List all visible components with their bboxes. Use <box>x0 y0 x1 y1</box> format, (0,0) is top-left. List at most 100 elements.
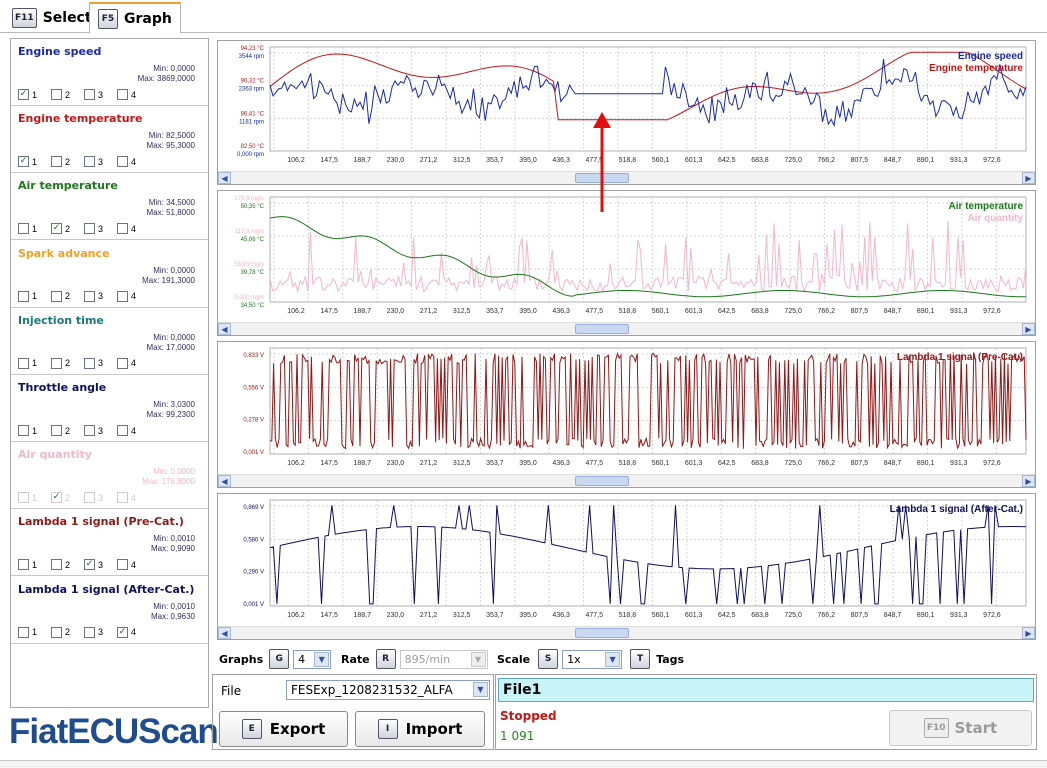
channel-checkbox[interactable]: 4 <box>117 290 150 302</box>
checkbox-box[interactable] <box>117 357 128 369</box>
checkbox-box[interactable] <box>117 156 128 168</box>
tags-key[interactable]: T <box>630 649 651 669</box>
scroll-right-icon[interactable]: ▶ <box>1022 627 1035 639</box>
channel-checkbox[interactable]: 4 <box>117 89 150 100</box>
scroll-left-icon[interactable]: ◀ <box>218 323 231 335</box>
channel-checkbox[interactable]: 2 <box>51 290 84 302</box>
checkbox-box[interactable] <box>84 156 95 168</box>
chevron-down-icon[interactable]: ▼ <box>605 651 621 667</box>
checkbox-box[interactable] <box>117 290 128 302</box>
horizontal-scrollbar[interactable]: ◀ ▶ <box>218 322 1035 335</box>
channel-checkbox[interactable]: 1 <box>18 357 51 369</box>
checkbox-box[interactable] <box>18 357 29 369</box>
checkbox-box[interactable]: ✓ <box>117 626 128 638</box>
checkbox-box[interactable] <box>117 492 128 504</box>
graph-panel-2[interactable]: 176,8 mg/s 50,35 °C 117,8 mg/s 45,06 °C 58,9… <box>217 190 1036 336</box>
checkbox-box[interactable] <box>18 425 29 436</box>
checkbox-box[interactable] <box>18 290 29 302</box>
checkbox-box[interactable] <box>84 357 95 369</box>
channel-checkbox[interactable]: ✓ 2 <box>51 492 84 504</box>
checkbox-box[interactable] <box>117 425 128 436</box>
channel-checkbox[interactable]: 3 <box>84 89 117 100</box>
channel-checkbox[interactable]: 1 <box>18 425 51 436</box>
graph-panel-1[interactable]: 94,23 °C 3544 rpm 90,32 °C 2363 rpm 86,41 °C… <box>217 40 1036 185</box>
channel-checkbox[interactable]: 3 <box>84 492 117 504</box>
scale-select[interactable]: 1x ▼ <box>562 649 623 669</box>
checkbox-box[interactable] <box>51 357 62 369</box>
graph-panel-3[interactable]: 0,833 V 0,556 V 0,278 V 0,001 V 106,2 147,5 18… <box>217 341 1036 488</box>
channel-checkbox[interactable]: 2 <box>51 626 84 638</box>
channel-checkbox[interactable]: ✓ 3 <box>84 559 117 571</box>
checkbox-box[interactable] <box>84 425 95 436</box>
checkbox-box[interactable] <box>51 156 62 168</box>
horizontal-scrollbar[interactable]: ◀ ▶ <box>218 626 1035 639</box>
checkbox-box[interactable] <box>117 559 128 571</box>
tab-graph[interactable]: F5 Graph <box>89 2 181 34</box>
channel-checkbox[interactable]: 4 <box>117 559 150 571</box>
file-select[interactable]: FESExp_1208231532_ALFA ▼ <box>286 680 490 700</box>
channel-checkbox[interactable]: 3 <box>84 357 117 369</box>
channel-checkbox[interactable]: 2 <box>51 156 84 168</box>
tab-select[interactable]: F11 Select <box>4 2 100 33</box>
channel-checkbox[interactable]: ✓ 4 <box>117 626 150 638</box>
channel-checkbox[interactable]: ✓ 1 <box>18 156 51 168</box>
channel-checkbox[interactable]: 1 <box>18 492 51 504</box>
checkbox-box[interactable] <box>84 492 95 504</box>
tags-label[interactable]: Tags <box>656 652 685 666</box>
checkbox-box[interactable] <box>117 223 128 235</box>
channel-checkbox[interactable]: 4 <box>117 492 150 504</box>
scroll-right-icon[interactable]: ▶ <box>1022 323 1035 335</box>
channel-checkbox[interactable]: 3 <box>84 626 117 638</box>
scroll-left-icon[interactable]: ◀ <box>218 475 231 487</box>
scroll-right-icon[interactable]: ▶ <box>1022 172 1035 184</box>
graph-panel-4[interactable]: 0,869 V 0,580 V 0,290 V 0,001 V 106,2 147,5 18… <box>217 493 1036 640</box>
checkbox-box[interactable] <box>18 492 29 504</box>
graphs-select[interactable]: 4 ▼ <box>293 649 332 669</box>
channel-checkbox[interactable]: 4 <box>117 156 150 168</box>
checkbox-box[interactable] <box>18 223 29 235</box>
checkbox-box[interactable]: ✓ <box>18 89 29 100</box>
start-button[interactable]: F10 Start <box>889 710 1032 746</box>
scroll-thumb[interactable] <box>575 628 629 638</box>
checkbox-box[interactable] <box>84 626 95 638</box>
channel-checkbox[interactable]: 3 <box>84 290 117 302</box>
checkbox-box[interactable] <box>51 425 62 436</box>
chevron-down-icon[interactable]: ▼ <box>314 651 330 667</box>
channel-checkbox[interactable]: 4 <box>117 357 150 369</box>
scroll-right-icon[interactable]: ▶ <box>1022 475 1035 487</box>
checkbox-box[interactable] <box>18 559 29 571</box>
export-button[interactable]: E Export <box>219 711 348 747</box>
chevron-down-icon[interactable]: ▼ <box>473 682 488 697</box>
channel-checkbox[interactable]: ✓ 1 <box>18 89 51 100</box>
channel-checkbox[interactable]: 1 <box>18 626 51 638</box>
checkbox-box[interactable] <box>51 290 62 302</box>
scroll-left-icon[interactable]: ◀ <box>218 627 231 639</box>
checkbox-box[interactable]: ✓ <box>51 492 62 504</box>
channel-checkbox[interactable]: 2 <box>51 89 84 100</box>
checkbox-box[interactable] <box>84 290 95 302</box>
channel-checkbox[interactable]: 2 <box>51 559 84 571</box>
channel-checkbox[interactable]: 2 <box>51 425 84 436</box>
checkbox-box[interactable] <box>51 559 62 571</box>
horizontal-scrollbar[interactable]: ◀ ▶ <box>218 474 1035 487</box>
checkbox-box[interactable] <box>117 89 128 100</box>
horizontal-scrollbar[interactable]: ◀ ▶ <box>218 171 1035 184</box>
checkbox-box[interactable] <box>51 626 62 638</box>
channel-checkbox[interactable]: 4 <box>117 425 150 436</box>
channel-checkbox[interactable]: 3 <box>84 156 117 168</box>
import-button[interactable]: I Import <box>355 711 485 747</box>
channel-checkbox[interactable]: 1 <box>18 559 51 571</box>
rate-select[interactable]: 895/min ▼ <box>399 649 488 669</box>
channel-checkbox[interactable]: 3 <box>84 223 117 235</box>
checkbox-box[interactable] <box>84 89 95 100</box>
checkbox-box[interactable] <box>18 626 29 638</box>
checkbox-box[interactable]: ✓ <box>51 223 62 235</box>
channel-checkbox[interactable]: 2 <box>51 357 84 369</box>
checkbox-box[interactable]: ✓ <box>84 559 95 571</box>
channel-checkbox[interactable]: ✓ 2 <box>51 223 84 235</box>
channel-checkbox[interactable]: 4 <box>117 223 150 235</box>
scroll-thumb[interactable] <box>575 476 629 486</box>
channel-checkbox[interactable]: 1 <box>18 290 51 302</box>
checkbox-box[interactable]: ✓ <box>18 156 29 168</box>
channel-checkbox[interactable]: 1 <box>18 223 51 235</box>
